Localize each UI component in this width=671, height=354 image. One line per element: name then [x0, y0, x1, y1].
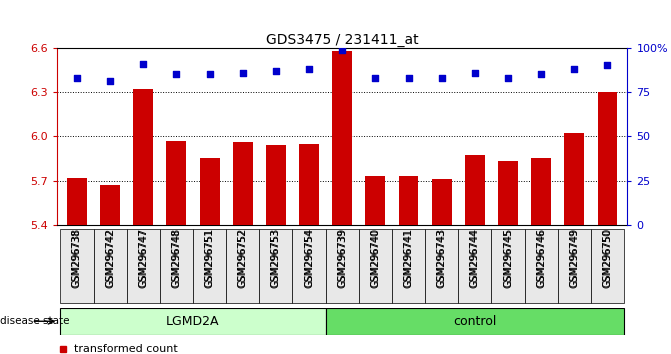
- Text: GSM296739: GSM296739: [338, 228, 347, 287]
- FancyBboxPatch shape: [93, 229, 127, 303]
- FancyBboxPatch shape: [359, 229, 392, 303]
- Point: [171, 72, 182, 77]
- Text: GSM296754: GSM296754: [304, 229, 314, 288]
- Point: [138, 61, 148, 67]
- Text: GSM296738: GSM296738: [72, 228, 82, 287]
- Point: [238, 70, 248, 75]
- Point: [602, 63, 613, 68]
- Text: GSM296747: GSM296747: [138, 228, 148, 287]
- Point: [72, 75, 83, 81]
- FancyBboxPatch shape: [392, 229, 425, 303]
- Text: LGMD2A: LGMD2A: [166, 315, 219, 328]
- Text: GSM296738: GSM296738: [72, 229, 82, 288]
- FancyBboxPatch shape: [60, 229, 93, 303]
- Point: [569, 66, 580, 72]
- Text: GSM296743: GSM296743: [437, 229, 447, 288]
- Bar: [531, 159, 551, 225]
- Bar: [332, 51, 352, 225]
- Text: transformed count: transformed count: [74, 344, 178, 354]
- Text: GSM296746: GSM296746: [536, 229, 546, 288]
- Text: GSM296742: GSM296742: [105, 229, 115, 288]
- Text: GSM296741: GSM296741: [403, 228, 413, 287]
- Point: [436, 75, 447, 81]
- FancyBboxPatch shape: [259, 229, 293, 303]
- Text: GSM296752: GSM296752: [238, 229, 248, 288]
- Text: GSM296750: GSM296750: [603, 228, 613, 287]
- FancyBboxPatch shape: [226, 229, 259, 303]
- FancyBboxPatch shape: [60, 308, 325, 335]
- Point: [403, 75, 414, 81]
- FancyBboxPatch shape: [425, 229, 458, 303]
- Text: control: control: [453, 315, 497, 328]
- Bar: [233, 142, 253, 225]
- Bar: [134, 89, 153, 225]
- FancyBboxPatch shape: [591, 229, 624, 303]
- FancyBboxPatch shape: [160, 229, 193, 303]
- Bar: [366, 176, 385, 225]
- Bar: [498, 161, 518, 225]
- Bar: [100, 185, 120, 225]
- Bar: [598, 92, 617, 225]
- Text: GSM296744: GSM296744: [470, 229, 480, 288]
- Text: GSM296739: GSM296739: [338, 229, 347, 288]
- Text: GSM296754: GSM296754: [304, 228, 314, 287]
- Text: GSM296741: GSM296741: [403, 229, 413, 288]
- FancyBboxPatch shape: [458, 229, 491, 303]
- Text: GSM296745: GSM296745: [503, 228, 513, 287]
- Text: GSM296744: GSM296744: [470, 228, 480, 287]
- FancyBboxPatch shape: [558, 229, 591, 303]
- FancyBboxPatch shape: [491, 229, 525, 303]
- FancyBboxPatch shape: [293, 229, 325, 303]
- Bar: [67, 178, 87, 225]
- Text: GSM296752: GSM296752: [238, 228, 248, 287]
- Title: GDS3475 / 231411_at: GDS3475 / 231411_at: [266, 33, 419, 47]
- Text: GSM296749: GSM296749: [569, 228, 579, 287]
- Bar: [465, 155, 484, 225]
- Point: [204, 72, 215, 77]
- Text: GSM296745: GSM296745: [503, 229, 513, 288]
- Text: GSM296751: GSM296751: [205, 228, 215, 287]
- Point: [470, 70, 480, 75]
- FancyBboxPatch shape: [193, 229, 226, 303]
- Text: GSM296750: GSM296750: [603, 229, 613, 288]
- Bar: [299, 144, 319, 225]
- Text: GSM296749: GSM296749: [569, 229, 579, 288]
- Text: GSM296743: GSM296743: [437, 228, 447, 287]
- Point: [304, 66, 315, 72]
- FancyBboxPatch shape: [525, 229, 558, 303]
- Bar: [399, 176, 419, 225]
- Text: GSM296740: GSM296740: [370, 229, 380, 288]
- Text: GSM296740: GSM296740: [370, 228, 380, 287]
- Text: disease state: disease state: [0, 316, 72, 326]
- Bar: [564, 133, 584, 225]
- Text: GSM296747: GSM296747: [138, 229, 148, 288]
- Text: GSM296751: GSM296751: [205, 229, 215, 288]
- Point: [536, 72, 547, 77]
- Text: GSM296742: GSM296742: [105, 228, 115, 287]
- Point: [270, 68, 281, 74]
- Text: GSM296753: GSM296753: [271, 228, 281, 287]
- Point: [503, 75, 513, 81]
- Bar: [266, 145, 286, 225]
- Text: GSM296746: GSM296746: [536, 228, 546, 287]
- FancyBboxPatch shape: [127, 229, 160, 303]
- Text: GSM296748: GSM296748: [171, 229, 181, 288]
- Bar: [166, 141, 187, 225]
- Bar: [200, 159, 219, 225]
- Point: [337, 47, 348, 52]
- Text: GSM296753: GSM296753: [271, 229, 281, 288]
- Point: [370, 75, 380, 81]
- Text: GSM296748: GSM296748: [171, 228, 181, 287]
- Bar: [431, 179, 452, 225]
- Point: [105, 79, 115, 84]
- FancyBboxPatch shape: [325, 308, 624, 335]
- FancyBboxPatch shape: [325, 229, 359, 303]
